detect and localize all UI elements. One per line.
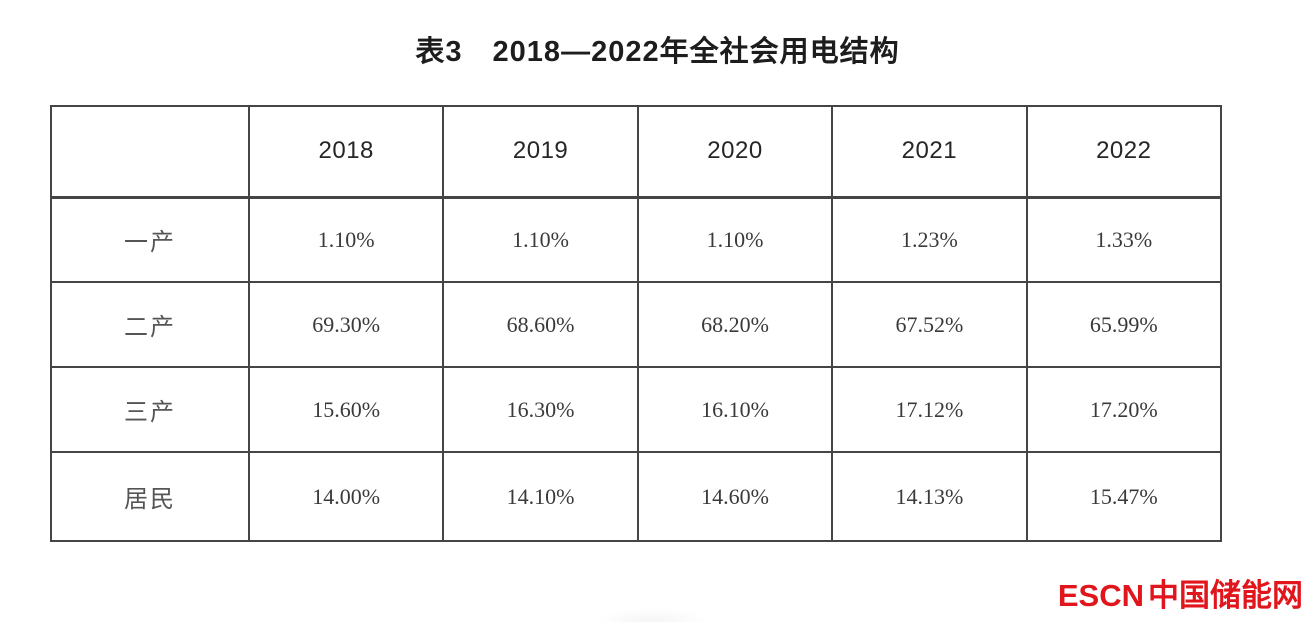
faint-watermark [598, 608, 708, 622]
cell-residents-2020: 14.60% [636, 451, 834, 542]
column-header-2018: 2018 [247, 105, 445, 199]
row-label-primary: 一产 [50, 196, 250, 283]
cell-tertiary-2019: 16.30% [442, 366, 639, 453]
table-header-row: 2018 2019 2020 2021 2022 [50, 105, 1223, 199]
cell-residents-2021: 14.13% [831, 451, 1028, 542]
cell-residents-2022: 15.47% [1025, 451, 1223, 542]
column-header-2019: 2019 [442, 105, 639, 199]
table-row-secondary-industry: 二产 69.30% 68.60% 68.20% 67.52% 65.99% [50, 281, 1223, 368]
cell-residents-2019: 14.10% [442, 451, 639, 542]
cell-secondary-2022: 65.99% [1025, 281, 1223, 368]
cell-secondary-2018: 69.30% [247, 281, 445, 368]
page-title: 表3 2018—2022年全社会用电结构 [415, 36, 900, 68]
row-label-tertiary: 三产 [50, 366, 250, 453]
cell-tertiary-2020: 16.10% [636, 366, 834, 453]
cell-tertiary-2018: 15.60% [247, 366, 445, 453]
cell-primary-2020: 1.10% [636, 196, 834, 283]
cell-primary-2019: 1.10% [442, 196, 639, 283]
table-row-residents: 居民 14.00% 14.10% 14.60% 14.13% 15.47% [50, 451, 1223, 542]
row-label-secondary: 二产 [50, 281, 250, 368]
cell-secondary-2019: 68.60% [442, 281, 639, 368]
electricity-structure-table: 2018 2019 2020 2021 2022 一产 1.10% 1.10% … [50, 105, 1223, 542]
cell-residents-2018: 14.00% [247, 451, 445, 542]
row-label-residents: 居民 [50, 451, 250, 542]
escn-logo-text-cn: 中国储能网 [1148, 578, 1303, 613]
cell-tertiary-2021: 17.12% [831, 366, 1028, 453]
cell-primary-2021: 1.23% [831, 196, 1028, 283]
escn-logo-text-en: ESCN [1057, 578, 1144, 613]
cell-tertiary-2022: 17.20% [1025, 366, 1223, 453]
cell-primary-2022: 1.33% [1025, 196, 1223, 283]
column-header-2022: 2022 [1025, 105, 1223, 199]
cell-secondary-2020: 68.20% [636, 281, 834, 368]
column-header-2020: 2020 [636, 105, 834, 199]
corner-cell [50, 105, 250, 199]
escn-logo: ESCN 中国储能网 [1058, 578, 1303, 614]
table-row-tertiary-industry: 三产 15.60% 16.30% 16.10% 17.12% 17.20% [50, 366, 1223, 453]
cell-primary-2018: 1.10% [247, 196, 445, 283]
cell-secondary-2021: 67.52% [831, 281, 1028, 368]
table-row-primary-industry: 一产 1.10% 1.10% 1.10% 1.23% 1.33% [50, 196, 1223, 283]
column-header-2021: 2021 [831, 105, 1028, 199]
